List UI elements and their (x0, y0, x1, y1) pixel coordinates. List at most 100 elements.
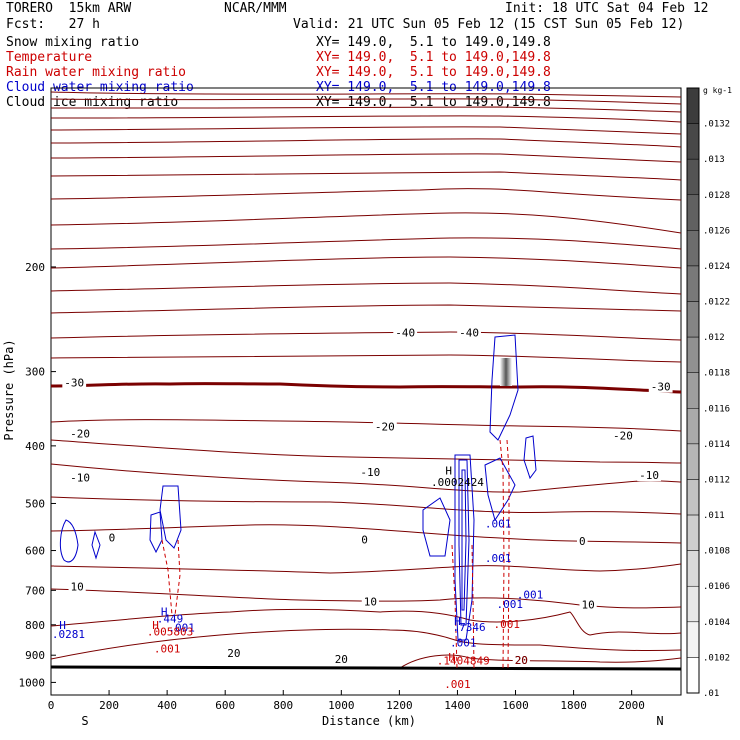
isotherm (51, 354, 681, 363)
x-axis-title: Distance (km) (322, 714, 416, 728)
colorbar-swatch (686, 336, 700, 373)
y-tick-label: 500 (25, 497, 45, 510)
temperature-label-bg (358, 466, 383, 479)
field-annotation: H (454, 615, 461, 628)
field-annotation: .1404849 (437, 654, 490, 667)
temperature-label-bg (361, 595, 379, 608)
temperature-label: -10 (639, 469, 659, 482)
field-annotation: .001 (444, 678, 471, 691)
y-tick-label: 700 (25, 584, 45, 597)
snow-shading (500, 358, 512, 386)
cloud-water-contour (461, 469, 467, 611)
x-tick-label: 400 (157, 699, 177, 712)
isotherm (51, 91, 681, 98)
field-annotation: .001 (485, 517, 512, 530)
colorbar-swatch (686, 265, 700, 302)
rain-water-contour (174, 539, 181, 616)
colorbar-tick-label: .0104 (703, 618, 730, 628)
isotherm (51, 608, 681, 636)
rain-water-contour (161, 539, 173, 616)
cloud-water-contour (458, 459, 470, 626)
colorbar-units: g kg-1 (703, 86, 732, 95)
colorbar-swatch (686, 123, 700, 160)
temperature-label: -30 (651, 381, 671, 394)
field-annotation: .001 (154, 643, 181, 656)
y-tick-label: 1000 (19, 676, 46, 689)
colorbar-frame (686, 87, 700, 694)
rain-water-contour (451, 544, 458, 669)
x-tick-label: 200 (99, 699, 119, 712)
temperature-label: -40 (459, 327, 479, 340)
isotherm (51, 237, 681, 250)
x-tick-label: 600 (215, 699, 235, 712)
rain-water-contours (161, 439, 510, 669)
temperature-label-bg (106, 531, 118, 544)
temperature-label: 0 (109, 531, 116, 544)
temperature-label-bg (393, 326, 418, 339)
colorbar-swatch (686, 158, 700, 196)
y-tick-label: 400 (25, 440, 45, 453)
isotherm (51, 304, 681, 314)
field-annotation: .001 (494, 618, 521, 631)
colorbar-tick-label: .013 (703, 155, 725, 165)
model-title: TORERO 15km ARW (6, 1, 132, 16)
field-temperature-label: Temperature (6, 50, 93, 65)
colorbar-tick-label: .011 (703, 511, 725, 521)
colorbar-tick-label: .01 (703, 689, 719, 699)
temperature-label-bg (225, 647, 243, 660)
field-annotation: H (445, 464, 452, 477)
isotherm (51, 588, 681, 609)
isotherm (51, 628, 681, 660)
isotherm (51, 171, 681, 181)
colorbar-swatch (686, 550, 700, 587)
x-tick-label: 2000 (618, 699, 645, 712)
x-tick-label: 1600 (502, 699, 529, 712)
cloud-water-contour (523, 435, 537, 480)
field-annotation: .001 (485, 552, 512, 565)
isotherm (51, 563, 681, 574)
temperature-label: 10 (581, 598, 594, 611)
freezing-level-contour (51, 382, 681, 394)
forecast-hour: Fcst: 27 h (6, 17, 100, 32)
isotherm (51, 98, 681, 105)
isotherm (399, 654, 681, 669)
temperature-contours (51, 91, 681, 669)
cloud-water-contour (149, 511, 163, 554)
colorbar-swatch (686, 372, 700, 409)
rain-water-contour (506, 439, 510, 669)
cloud-water-contour (59, 519, 79, 563)
x-tick-label: 1200 (386, 699, 413, 712)
colorbar-tick-label: .0112 (703, 475, 730, 485)
x-tick-label: 1800 (560, 699, 587, 712)
temperature-label: 0 (361, 534, 368, 547)
temperature-label-bg (637, 469, 661, 482)
colorbar-swatch (686, 408, 700, 445)
cloud-water-contour (91, 530, 101, 560)
temperature-label: 10 (364, 596, 377, 609)
colorbar-tick-label: .0106 (703, 582, 730, 592)
colorbar: .0132 .013 .0128 .0126 .0124 .0122 .012 .0118 .0… (686, 86, 732, 699)
isotherm (51, 153, 681, 163)
y-tick-label: 300 (25, 366, 45, 379)
colorbar-swatch (686, 585, 700, 623)
field-snow-label: Snow mixing ratio (6, 35, 140, 50)
isotherm (51, 331, 681, 341)
field-rain-label: Rain water mixing ratio (6, 65, 187, 80)
x-tick-label: 1400 (444, 699, 471, 712)
field-annotation: H (448, 651, 455, 664)
field-snow-xy: XY= 149.0, 5.1 to 149.0,149.8 (316, 35, 551, 50)
field-annotation: .0281 (52, 628, 85, 641)
init-time: Init: 18 UTC Sat 04 Feb 12 (505, 1, 709, 16)
colorbar-swatch (686, 657, 700, 694)
cloud-water-contours (59, 334, 537, 641)
colorbar-tick-label: .0124 (703, 262, 730, 272)
colorbar-swatch (686, 230, 700, 267)
colorbar-swatch (686, 194, 700, 231)
temperature-label: 10 (71, 581, 84, 594)
center-title: NCAR/MMM (224, 1, 287, 16)
temperature-label-bg (359, 533, 370, 546)
field-annotation: H (59, 619, 66, 632)
cloud-water-contour (159, 485, 182, 549)
colorbar-tick-label: .0126 (703, 226, 730, 236)
